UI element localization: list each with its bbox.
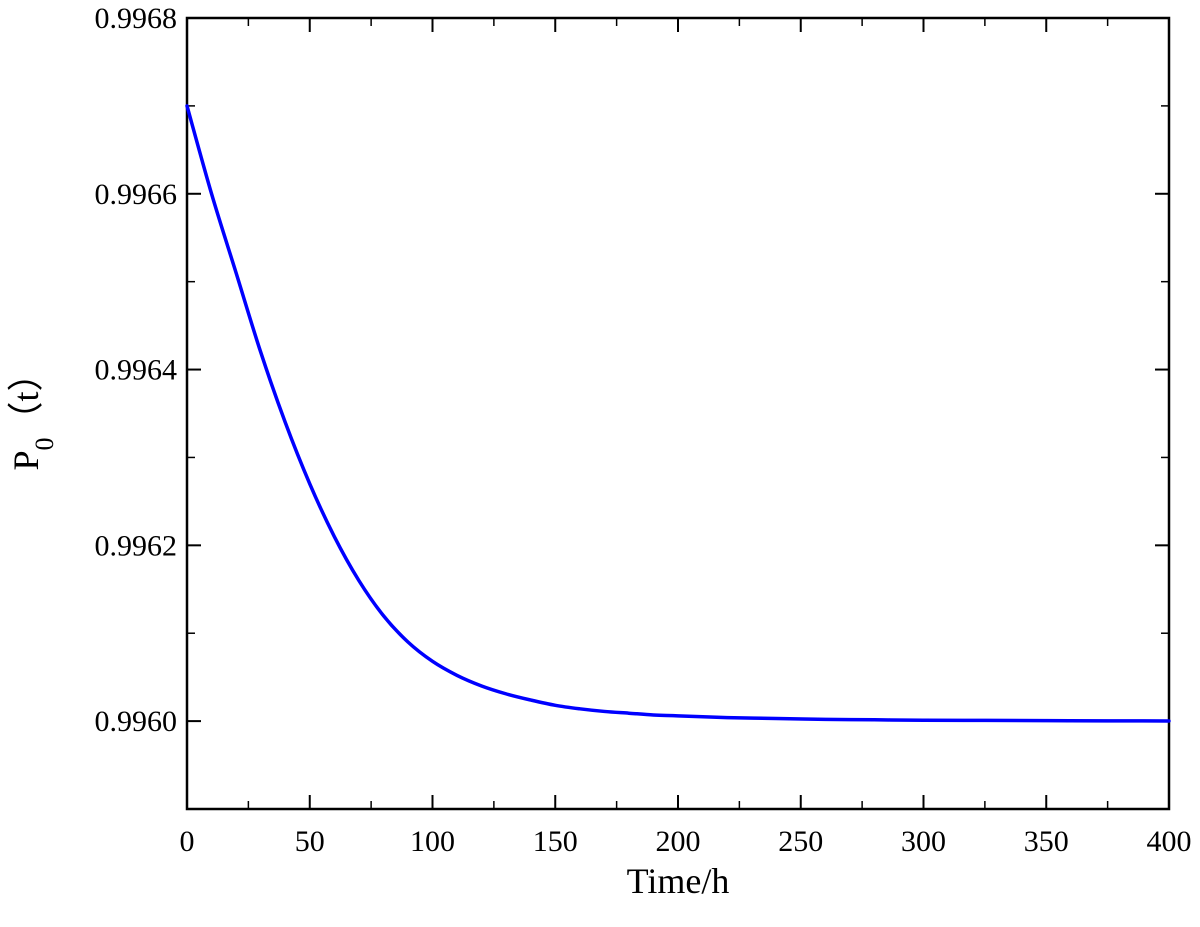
x-tick-label: 0 (180, 825, 195, 858)
x-tick-label: 250 (778, 825, 823, 858)
x-tick-label: 100 (410, 825, 455, 858)
x-tick-label: 350 (1024, 825, 1069, 858)
series-line-0 (185, 104, 1171, 723)
x-tick-label: 400 (1147, 825, 1192, 858)
y-axis-title-rest: （t） (6, 355, 46, 437)
y-axis-title-main: P (6, 450, 46, 470)
y-axis-ticks: 0.9960 0.9962 0.9964 0.9966 0.9968 (95, 2, 1169, 810)
y-tick-label: 0.9960 (95, 705, 178, 738)
x-axis-ticks: 0 50 100 150 200 250 300 350 400 (180, 18, 1192, 858)
x-tick-label: 200 (656, 825, 701, 858)
x-axis-title: Time/h (627, 861, 730, 901)
series-layer (185, 104, 1171, 723)
y-tick-label: 0.9962 (95, 529, 178, 562)
plot-frame (185, 16, 1171, 811)
y-tick-label: 0.9968 (95, 2, 178, 35)
y-tick-label: 0.9964 (95, 354, 178, 387)
y-tick-label: 0.9966 (95, 178, 178, 211)
y-axis-title-subscript: 0 (30, 437, 59, 450)
x-tick-label: 300 (901, 825, 946, 858)
x-tick-label: 150 (533, 825, 578, 858)
y-axis-title: P0（t） (6, 355, 59, 470)
x-tick-label: 50 (295, 825, 325, 858)
